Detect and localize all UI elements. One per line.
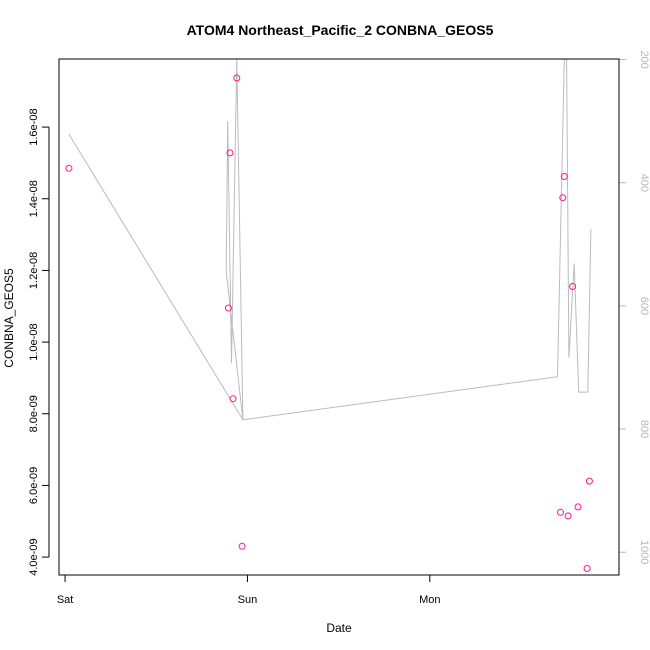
data-point-9 <box>560 173 568 180</box>
y-tick-label-4: 1.0e-08 <box>28 323 40 360</box>
right-tick-label-5: 1000 <box>638 540 650 564</box>
data-point-4 <box>229 395 237 403</box>
plot-frame <box>58 58 620 576</box>
data-point-11 <box>569 283 577 290</box>
right-tick-label-3: 600 <box>638 297 650 315</box>
data-point-3 <box>226 149 234 157</box>
y-tick-label-1: 4.0e-09 <box>28 538 40 575</box>
data-point-12 <box>574 503 582 511</box>
data-point-5 <box>233 74 241 82</box>
x-tick-label-2: Sun <box>238 594 258 606</box>
point-layer <box>65 74 593 572</box>
axis-layer: 4.0e-09 6.0e-09 8.0e-09 1.0e-08 1.2e-08 1.4e-… <box>28 50 650 606</box>
y-tick-label-2: 6.0e-09 <box>28 467 40 504</box>
data-point-6 <box>238 542 246 550</box>
data-point-13 <box>583 565 591 572</box>
y-tick-label-3: 8.0e-09 <box>28 395 40 432</box>
right-tick-label-1: 200 <box>638 50 650 68</box>
x-axis-label: Date <box>326 621 352 635</box>
y-tick-label-6: 1.4e-08 <box>28 180 40 217</box>
right-tick-label-4: 800 <box>638 420 650 438</box>
y-axis-label: CONBNA_GEOS5 <box>2 268 16 368</box>
chart-title: ATOM4 Northeast_Pacific_2 CONBNA_GEOS5 <box>187 22 494 38</box>
data-point-14 <box>585 477 593 485</box>
data-point-8 <box>559 194 567 202</box>
y-tick-label-5: 1.2e-08 <box>28 252 40 289</box>
data-point-10 <box>564 512 572 520</box>
right-tick-label-2: 400 <box>638 174 650 192</box>
x-tick-label-3: Mon <box>419 594 440 606</box>
x-tick-label-1: Sat <box>57 594 74 606</box>
y-tick-label-7: 1.6e-08 <box>28 108 40 145</box>
data-point-1 <box>65 164 73 172</box>
data-point-7 <box>557 508 564 516</box>
data-point-2 <box>224 304 232 312</box>
